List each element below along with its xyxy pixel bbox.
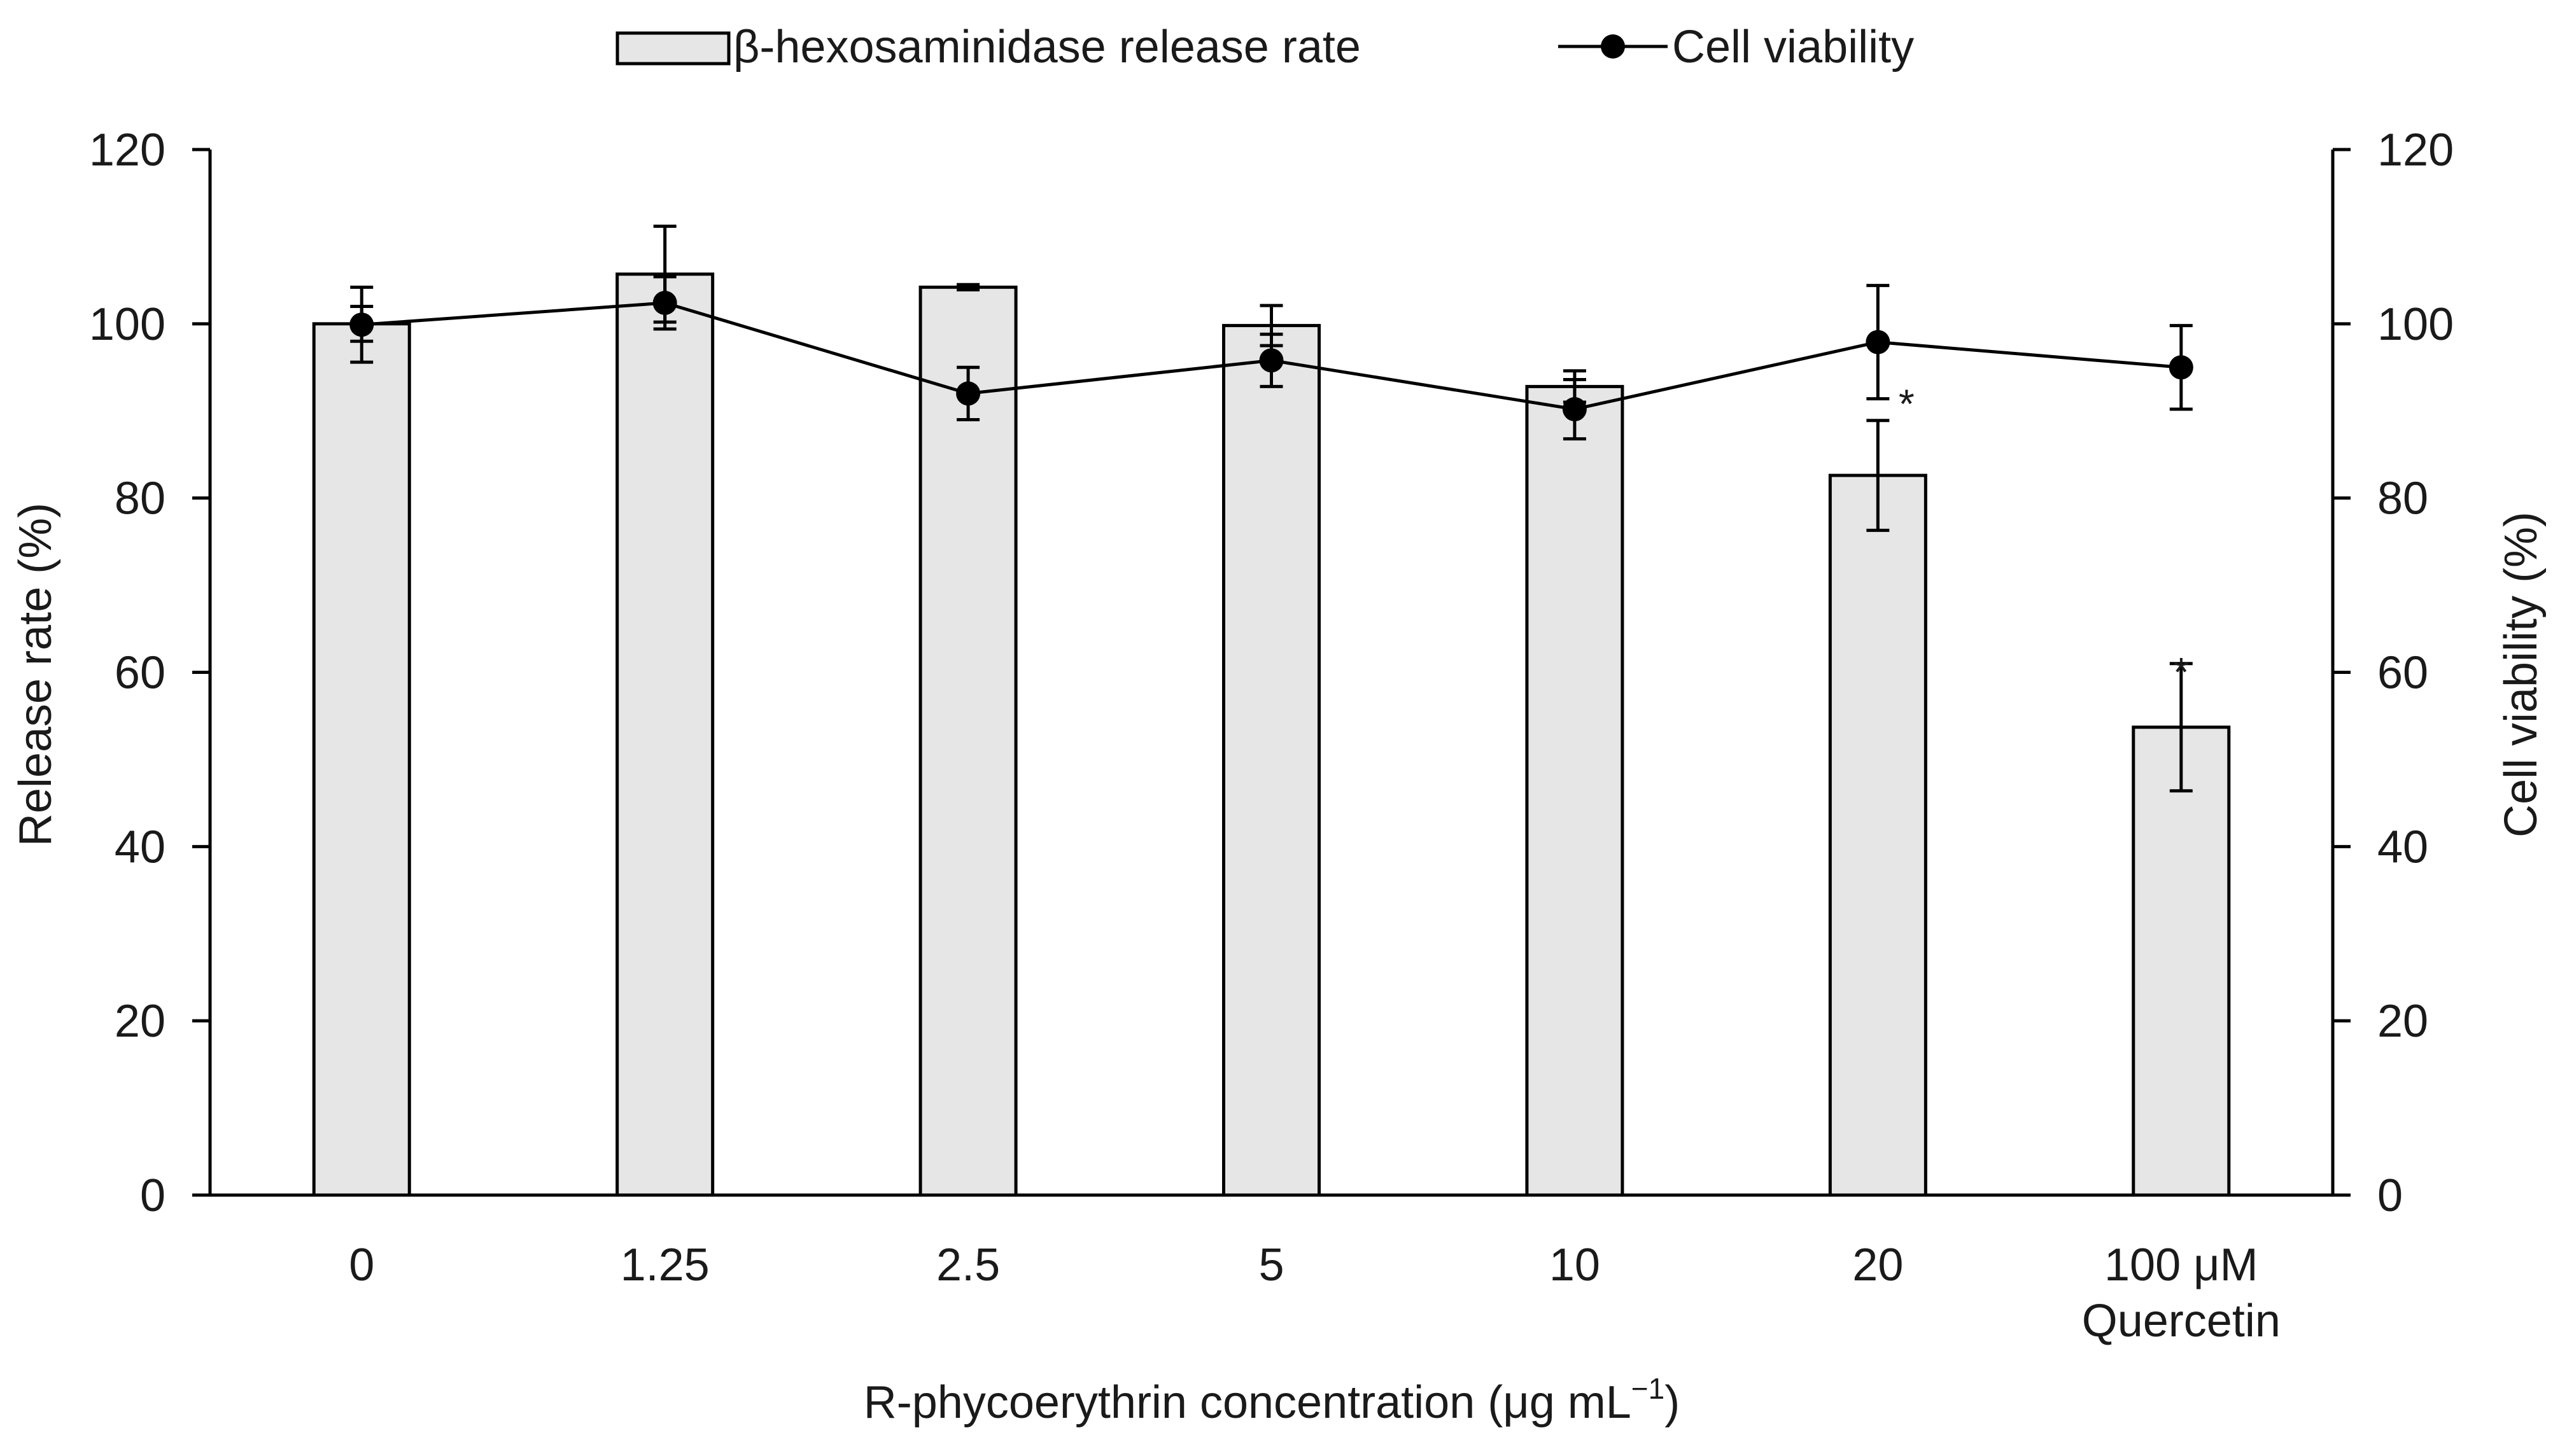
y2-tick-label: 80 [2377,473,2428,524]
bar [615,272,715,1197]
y-tick-label: 0 [140,1170,165,1221]
x-axis-title: R-phycoerythrin concentration (μg mL−1) [864,1372,1680,1428]
x-axis-title-main: R-phycoerythrin concentration (μg mL [864,1377,1631,1428]
y-tick-label: 100 [89,299,165,350]
y-tick-label: 80 [115,473,165,524]
y2-tick-label: 60 [2377,648,2428,699]
y-axis-title: Release rate (%) [10,503,61,846]
viability-point [349,312,374,337]
bar [918,285,1018,1197]
bar [1828,473,1927,1197]
viability-point [652,290,677,315]
legend-bar-swatch [615,31,731,66]
x-tick-label: 1.25 [621,1240,710,1291]
bar-error-bar [957,283,980,291]
viability-point [1866,330,1890,354]
legend-line-label: Cell viability [1672,22,1914,73]
x-tick-label: 2.5 [936,1240,1000,1291]
x-tick-label: 100 μM Quercetin [2082,1240,2281,1347]
x-axis-title-sup: −1 [1631,1372,1664,1405]
significance-asterisk: * [2173,649,2189,695]
y-tick-label: 120 [89,125,165,176]
y2-tick-label: 40 [2377,822,2428,872]
bar [312,322,411,1197]
bar [2132,725,2231,1197]
y2-tick-label: 0 [2377,1170,2403,1221]
viability-point [1562,397,1587,422]
significance-markers: ** [1899,381,2189,695]
y2-tick-label: 120 [2377,125,2454,176]
y-tick-label: 20 [115,996,165,1047]
right-y-ticks: 0 20 40 60 80 100 120 [2333,125,2454,1221]
bar-error-bar [1866,419,1890,532]
line-series [349,275,2193,441]
bar [1525,384,1624,1197]
y2-tick-label: 20 [2377,996,2428,1047]
significance-asterisk: * [1899,381,1915,427]
y-tick-label: 40 [115,822,165,872]
x-axis-title-end: ) [1664,1377,1680,1428]
bar-error-bar [2169,662,2193,793]
x-tick-label: 0 [349,1240,374,1291]
bar [1222,324,1321,1197]
legend-bar-label: β-hexosaminidase release rate [733,22,1361,73]
y-tick-label: 60 [115,648,165,699]
legend-line-marker [1601,34,1625,59]
bar-series [312,272,2231,1197]
left-y-ticks: 0 20 40 60 80 100 120 [89,125,210,1221]
y2-tick-label: 100 [2377,299,2454,350]
x-tick-label: 20 [1852,1240,1903,1291]
viability-point [1259,348,1284,373]
x-tick-label: 5 [1258,1240,1284,1291]
y2-axis-title: Cell viability (%) [2496,512,2547,837]
viability-point [2169,355,2193,380]
legend: β-hexosaminidase release rate Cell viabi… [615,22,1914,73]
x-category-labels: 0 1.25 2.5 5 10 20 100 μM Quercetin [349,1240,2281,1347]
x-tick-label: 10 [1549,1240,1600,1291]
viability-point [956,381,981,406]
